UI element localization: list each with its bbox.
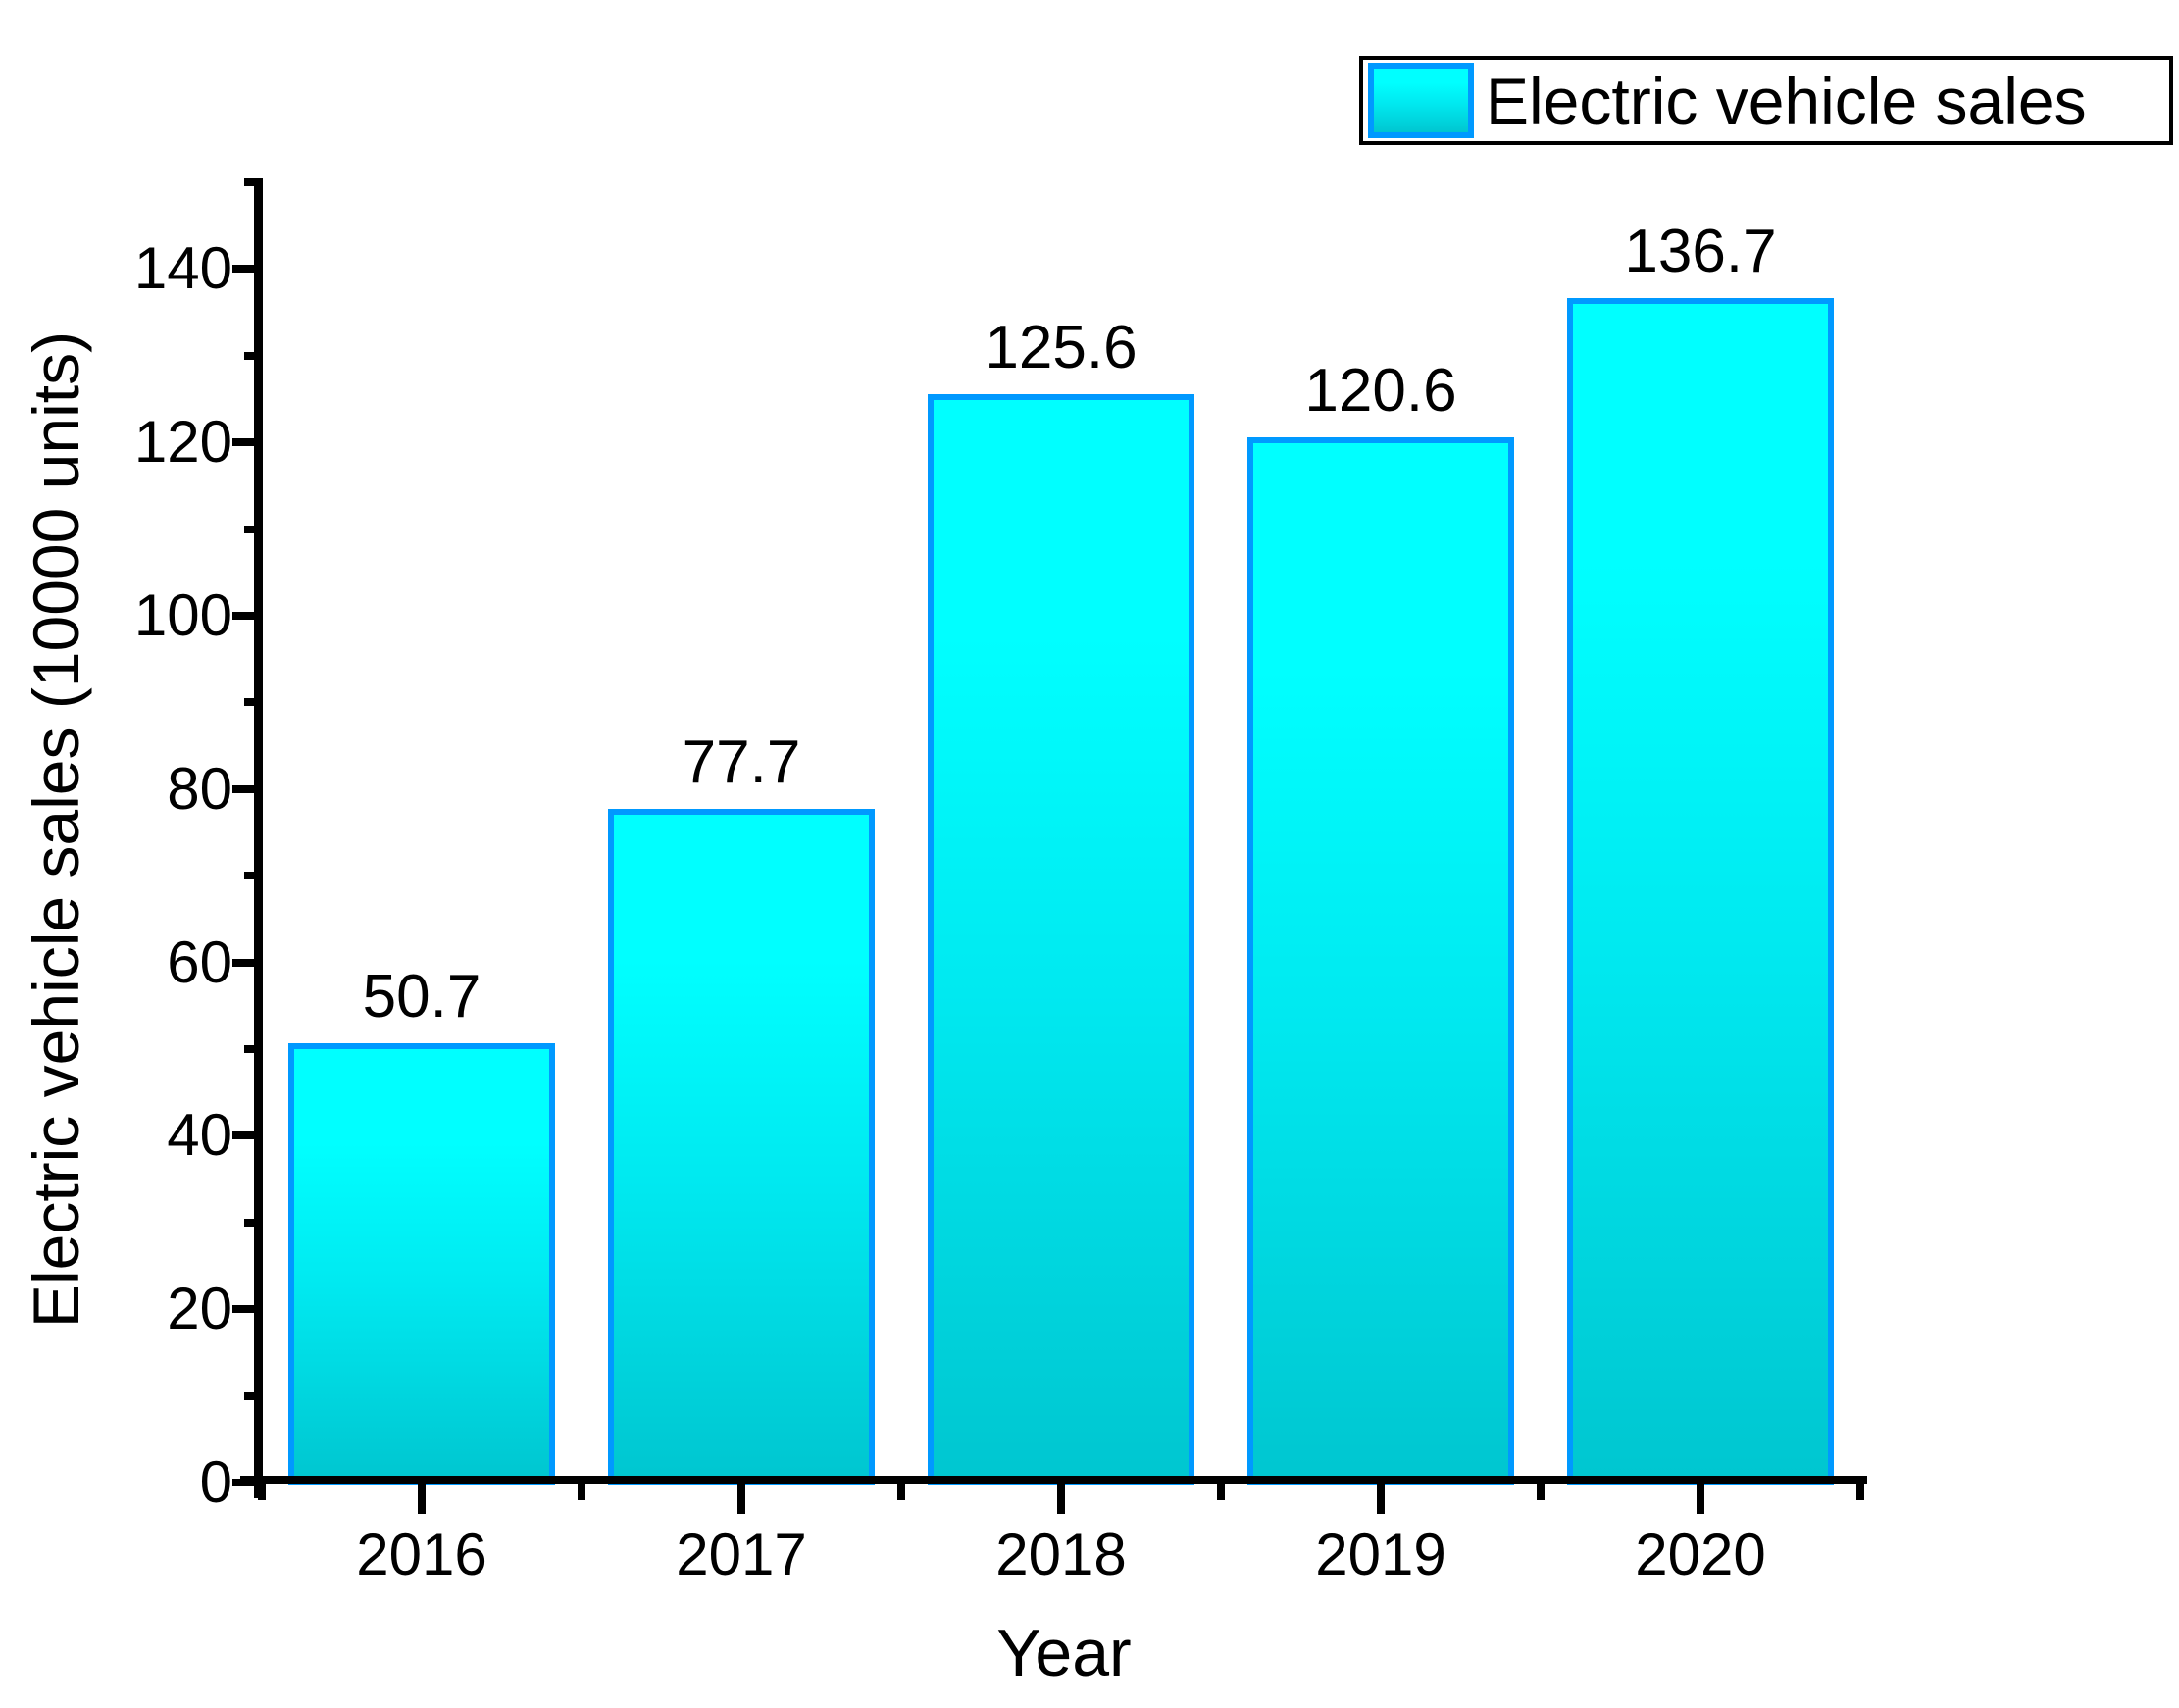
x-tick-label: 2020	[1635, 1522, 1766, 1587]
y-tick-label: 100	[133, 582, 232, 648]
bar-2020	[1567, 297, 1834, 1485]
x-axis-minor-tick	[1217, 1484, 1225, 1500]
y-axis-minor-tick	[243, 1045, 255, 1053]
y-axis-major-tick	[231, 438, 255, 447]
y-axis-major-tick	[231, 612, 255, 620]
legend: Electric vehicle sales	[1359, 56, 2173, 145]
y-tick-label: 20	[167, 1276, 232, 1342]
x-axis-major-tick	[1697, 1484, 1704, 1514]
y-tick-label: 120	[133, 409, 232, 476]
x-axis-major-tick	[1057, 1484, 1065, 1514]
y-axis-minor-tick	[243, 1218, 255, 1227]
bar-value-label: 136.7	[1624, 217, 1777, 285]
y-tick-label: 80	[167, 755, 232, 822]
bar-2017	[608, 809, 875, 1485]
y-tick-label: 40	[167, 1102, 232, 1169]
y-axis-minor-tick	[243, 872, 255, 880]
y-tick-label: 0	[199, 1449, 232, 1515]
x-axis-minor-tick	[1856, 1484, 1864, 1500]
legend-swatch-electric-vehicle-sales	[1368, 63, 1474, 138]
y-axis-line	[254, 178, 263, 1498]
y-axis-minor-tick	[243, 1391, 255, 1400]
y-tick-label: 140	[133, 235, 232, 302]
x-axis-minor-tick	[897, 1484, 905, 1500]
x-tick-label: 2019	[1315, 1522, 1446, 1587]
y-axis-major-tick	[231, 1131, 255, 1140]
bar-value-label: 77.7	[682, 728, 801, 797]
x-tick-label: 2016	[356, 1522, 487, 1587]
x-axis-title: Year	[996, 1616, 1132, 1690]
x-axis-major-tick	[737, 1484, 745, 1514]
y-axis-minor-tick	[243, 351, 255, 360]
x-axis-major-tick	[418, 1484, 426, 1514]
y-axis-major-tick	[231, 1479, 255, 1486]
x-axis-minor-tick	[258, 1484, 266, 1500]
x-tick-label: 2018	[995, 1522, 1127, 1587]
y-axis-minor-tick	[243, 178, 255, 186]
y-axis-major-tick	[231, 265, 255, 274]
bar-2018	[928, 393, 1194, 1485]
y-axis-minor-tick	[243, 525, 255, 533]
y-tick-label: 60	[167, 929, 232, 995]
y-axis-major-tick	[231, 1305, 255, 1314]
bar-2019	[1247, 436, 1514, 1485]
x-axis-minor-tick	[578, 1484, 585, 1500]
bar-value-label: 120.6	[1304, 356, 1457, 425]
y-axis-major-tick	[231, 784, 255, 793]
legend-label: Electric vehicle sales	[1486, 64, 2087, 137]
x-tick-label: 2017	[676, 1522, 807, 1587]
x-axis-major-tick	[1377, 1484, 1385, 1514]
y-axis-major-tick	[231, 958, 255, 967]
x-axis-line	[240, 1476, 1867, 1484]
y-axis-title: Electric vehicle sales (10000 units)	[20, 330, 92, 1329]
x-axis-minor-tick	[1537, 1484, 1545, 1500]
bar-value-label: 125.6	[985, 313, 1138, 381]
y-axis-minor-tick	[243, 698, 255, 707]
bar-2016	[288, 1042, 555, 1485]
bar-value-label: 50.7	[362, 962, 481, 1030]
